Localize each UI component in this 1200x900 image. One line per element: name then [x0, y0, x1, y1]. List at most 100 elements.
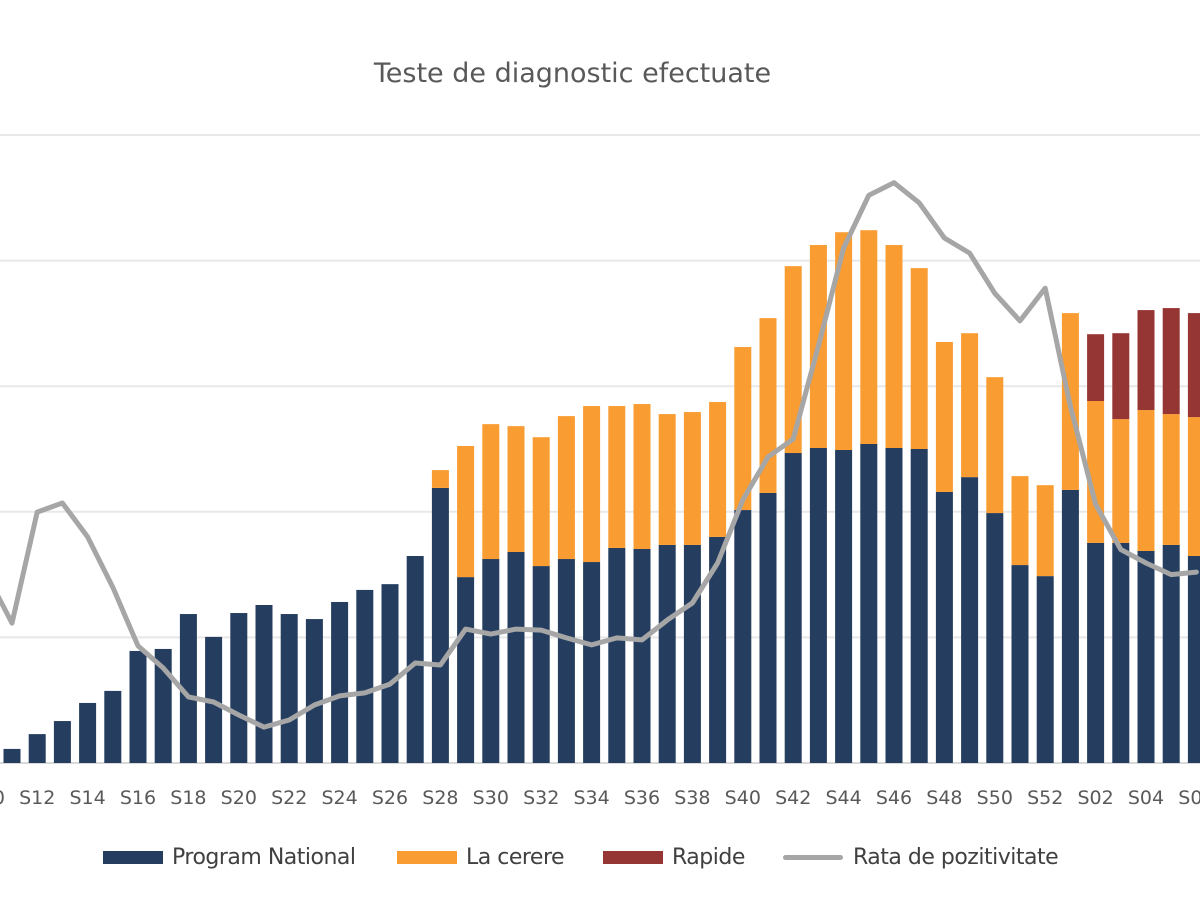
- bar-program-national-S05: [1162, 544, 1180, 763]
- bar-program-national-S49: [961, 477, 979, 763]
- legend-swatch-program-national: [103, 850, 163, 864]
- legend-line-rata-de-pozitivitate: [783, 854, 843, 860]
- x-tick-label: S32: [523, 787, 559, 809]
- bar-la-cerere-S35: [608, 406, 626, 548]
- legend-item-la-cerere: La cerere: [397, 842, 565, 872]
- bar-la-cerere-S44: [835, 232, 853, 451]
- legend-label: Rata de pozitivitate: [853, 844, 1059, 870]
- bar-la-cerere-S05: [1162, 414, 1180, 545]
- bar-program-national-S06: [1187, 556, 1200, 763]
- legend-item-program-national: Program National: [103, 842, 356, 872]
- x-axis-tick-labels: S10 S12 S14 S16 S18 S20 S22 S24 S26 S28 S30 S32 S34 S…: [0, 787, 1200, 809]
- legend-swatch-rapide: [603, 850, 663, 864]
- bar-program-national-S27: [406, 556, 424, 763]
- bar-program-national-S50: [986, 513, 1004, 763]
- bar-program-national-S18: [179, 614, 197, 763]
- bar-program-national-S46: [885, 447, 903, 763]
- bar-la-cerere-S34: [583, 406, 601, 563]
- bar-program-national-S37: [658, 544, 676, 763]
- bar-program-national-S14: [79, 702, 97, 763]
- bar-program-national-S43: [809, 447, 827, 763]
- bar-program-national-S52: [1036, 576, 1054, 763]
- x-tick-label: S26: [372, 787, 408, 809]
- bar-la-cerere-S47: [910, 268, 928, 449]
- bar-rapide-S03: [1112, 333, 1130, 420]
- bar-program-national-S23: [305, 619, 323, 763]
- legend-item-rapide: Rapide: [603, 842, 745, 872]
- bar-program-national-S35: [608, 547, 626, 763]
- bar-la-cerere-S45: [860, 230, 878, 444]
- bar-la-cerere-S41: [759, 318, 777, 493]
- bar-program-national-S33: [557, 559, 575, 763]
- bar-program-national-S28: [431, 487, 449, 763]
- bars: [3, 230, 1200, 763]
- bar-program-national-S16: [129, 650, 147, 763]
- x-tick-label: S30: [473, 787, 509, 809]
- bar-la-cerere-S49: [961, 333, 979, 478]
- legend-label: Program National: [172, 844, 356, 870]
- x-tick-label: S50: [977, 787, 1013, 809]
- chart-title: Teste de diagnostic efectuate: [373, 58, 772, 89]
- legend-swatch-la-cerere: [397, 850, 457, 864]
- bar-program-national-S30: [482, 559, 500, 763]
- bar-program-national-S29: [457, 577, 475, 763]
- bar-la-cerere-S33: [557, 416, 575, 560]
- chart-plot: S10 S12 S14 S16 S18 S20 S22 S24 S26 S28 S30 S32 S34 S…: [0, 134, 1200, 809]
- bar-program-national-S36: [633, 548, 651, 763]
- bar-program-national-S40: [734, 510, 752, 763]
- bar-la-cerere-S06: [1187, 417, 1200, 557]
- legend: Program National La cerere Rapide Rata d…: [0, 842, 1200, 872]
- bar-program-national-S03: [1112, 542, 1130, 763]
- bar-program-national-S26: [381, 584, 399, 763]
- legend-item-rata-de-pozitivitate: Rata de pozitivitate: [783, 842, 1059, 872]
- bar-la-cerere-S30: [482, 424, 500, 560]
- bar-program-national-S31: [507, 551, 525, 763]
- x-tick-label: S46: [876, 787, 912, 809]
- bar-rapide-S06: [1187, 313, 1200, 418]
- bar-program-national-S45: [860, 443, 878, 763]
- bar-rapide-S04: [1137, 310, 1155, 411]
- x-tick-label: S44: [825, 787, 861, 809]
- bar-la-cerere-S04: [1137, 410, 1155, 551]
- x-tick-label: S42: [775, 787, 811, 809]
- x-tick-label: S16: [120, 787, 156, 809]
- x-tick-label: S34: [573, 787, 609, 809]
- bar-program-national-S20: [230, 613, 248, 763]
- x-tick-label: S52: [1027, 787, 1063, 809]
- bar-la-cerere-S39: [709, 402, 727, 537]
- x-tick-label: S48: [926, 787, 962, 809]
- legend-label: Rapide: [672, 844, 745, 870]
- bar-la-cerere-S29: [457, 445, 475, 578]
- bar-la-cerere-S48: [935, 341, 953, 492]
- bar-program-national-S04: [1137, 550, 1155, 763]
- bar-program-national-S01: [1061, 489, 1079, 763]
- bar-la-cerere-S51: [1011, 476, 1029, 566]
- x-tick-label: S36: [624, 787, 660, 809]
- bar-la-cerere-S36: [633, 404, 651, 549]
- x-tick-label: S22: [271, 787, 307, 809]
- bar-program-national-S11: [3, 748, 21, 763]
- bar-program-national-S32: [532, 566, 550, 763]
- bar-program-national-S24: [331, 601, 349, 763]
- x-tick-label: S28: [422, 787, 458, 809]
- bar-program-national-S38: [683, 544, 701, 763]
- x-tick-label: S24: [321, 787, 357, 809]
- x-tick-label: S18: [170, 787, 206, 809]
- bar-program-national-S13: [53, 721, 71, 763]
- x-tick-label: S10: [0, 787, 5, 809]
- legend-label: La cerere: [466, 844, 565, 870]
- positivity-line: [0, 180, 1199, 730]
- bar-la-cerere-S40: [734, 347, 752, 511]
- x-tick-label: S02: [1077, 787, 1113, 809]
- bar-program-national-S02: [1087, 542, 1105, 763]
- bar-la-cerere-S50: [986, 377, 1004, 514]
- bar-la-cerere-S42: [784, 266, 802, 454]
- bar-rapide-S05: [1162, 308, 1180, 415]
- bar-program-national-S48: [935, 491, 953, 763]
- bar-program-national-S17: [154, 648, 172, 763]
- bar-program-national-S25: [356, 589, 374, 763]
- bar-program-national-S39: [709, 536, 727, 763]
- x-tick-label: S38: [674, 787, 710, 809]
- bar-program-national-S15: [104, 690, 122, 763]
- bar-program-national-S34: [583, 562, 601, 763]
